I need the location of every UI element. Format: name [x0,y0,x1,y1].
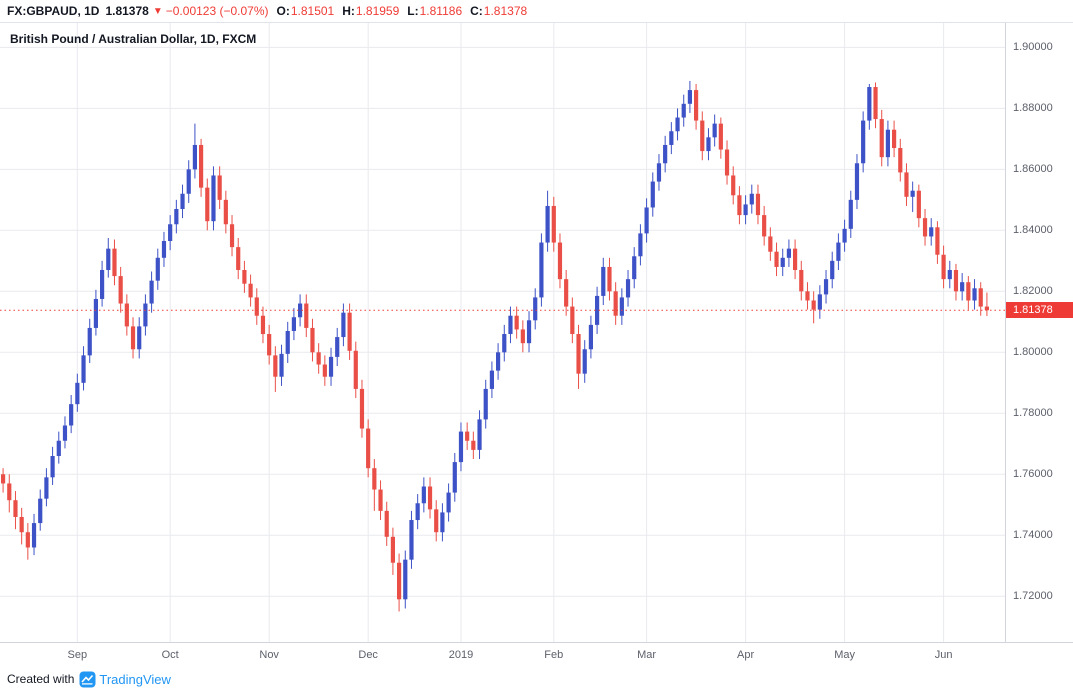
high-label: H: [342,4,355,18]
symbol-label[interactable]: FX:GBPAUD, 1D [7,4,100,18]
chart-region: British Pound / Australian Dollar, 1D, F… [0,22,1073,668]
x-axis-tick-label: May [834,649,855,661]
footer-bar: Created with TradingView [0,667,1073,690]
tradingview-brand-text: TradingView [99,671,171,687]
created-with-text: Created with [7,672,75,686]
y-axis-tick-label: 1.74000 [1013,529,1053,542]
candlestick-plot[interactable] [0,23,1005,642]
low-value: 1.81186 [419,4,463,18]
y-axis-tick-label: 1.76000 [1013,468,1053,481]
x-axis-tick-label: Apr [737,649,755,661]
x-axis-tick-label: 2019 [448,649,474,661]
y-axis-tick-label: 1.78000 [1013,407,1053,420]
x-axis-tick-label: Oct [161,649,179,661]
low-label: L: [407,4,419,18]
y-axis-tick-label: 1.84000 [1013,224,1053,237]
x-axis-tick-label: Feb [544,649,564,661]
y-axis-tick-label: 1.88000 [1013,102,1053,115]
last-price: 1.81378 [105,4,149,18]
x-axis-tick-label: Mar [637,649,657,661]
close-label: C: [470,4,483,18]
y-axis-tick-label: 1.90000 [1013,41,1053,54]
price-change: −0.00123 (−0.07%) [165,4,269,18]
ohlc-header-bar: FX:GBPAUD, 1D 1.81378 ▼ −0.00123 (−0.07%… [0,0,1073,22]
high-value: 1.81959 [355,4,400,18]
x-axis-tick-label: Nov [259,649,279,661]
open-label: O: [276,4,290,18]
price-axis[interactable]: 1.81378 1.90000 1.88000 1.86000 1.84000 1.82… [1005,23,1073,642]
last-price-tag: 1.81378 [1006,302,1073,319]
tradingview-logo-icon [79,671,96,687]
y-axis-tick-label: 1.80000 [1013,346,1053,359]
down-triangle-icon: ▼ [152,5,163,17]
y-axis-tick-label: 1.72000 [1013,590,1053,603]
tradingview-link[interactable]: TradingView [79,671,171,688]
open-value: 1.81501 [290,4,335,18]
x-axis-tick-label: Jun [934,649,953,661]
x-axis-tick-label: Sep [67,649,88,661]
close-value: 1.81378 [483,4,528,18]
x-axis-tick-label: Dec [358,649,378,661]
time-axis[interactable]: Sep Oct Nov Dec 2019 Feb Mar Apr May Jun [0,642,1073,668]
y-axis-tick-label: 1.82000 [1013,285,1053,298]
chart-title: British Pound / Australian Dollar, 1D, F… [10,32,257,46]
y-axis-tick-label: 1.86000 [1013,163,1053,176]
